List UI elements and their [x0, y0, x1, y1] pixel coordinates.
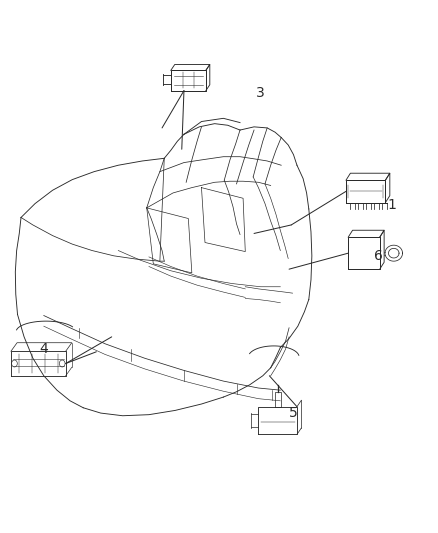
Text: 1: 1 [388, 198, 396, 212]
Text: 6: 6 [374, 249, 383, 263]
Text: 4: 4 [39, 342, 48, 356]
Text: 3: 3 [256, 86, 265, 100]
Text: 5: 5 [289, 406, 298, 420]
